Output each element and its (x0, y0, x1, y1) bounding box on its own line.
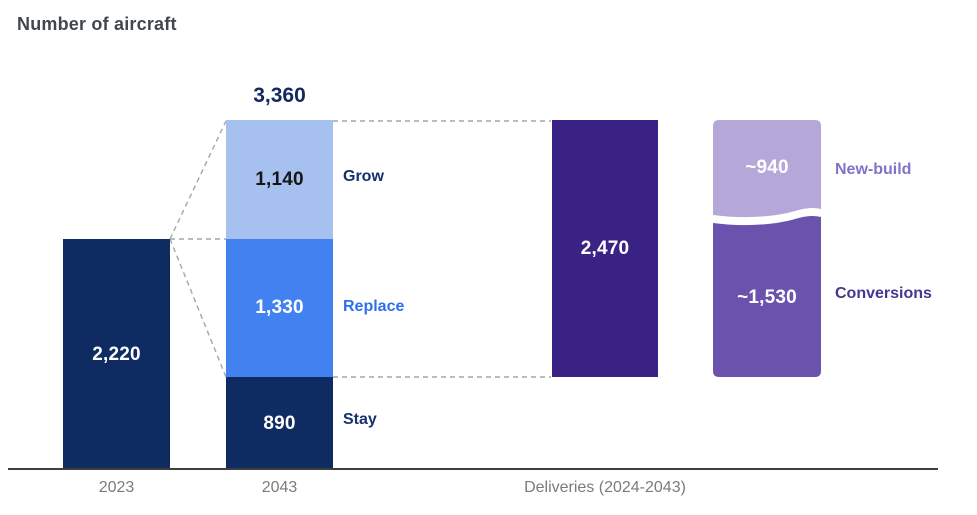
chart-title: Number of aircraft (17, 14, 177, 34)
fan-line-top (169, 120, 227, 240)
segment-label-conversions: Conversions (835, 285, 932, 302)
bar-fleet-2023-value: 2,220 (92, 343, 141, 365)
segment-conversions-value-wrap: ~1,530 (713, 220, 821, 375)
segment-new-build (713, 120, 821, 218)
segment-replace-value: 1,330 (255, 297, 304, 318)
segment-label-new-build: New-build (835, 161, 912, 178)
fleet-2043-total-label: 3,360 (253, 84, 306, 107)
segment-conversions-value: ~1,530 (737, 286, 797, 308)
segment-new-build-value: ~940 (745, 156, 789, 178)
bar-deliveries: 2,470 (552, 120, 658, 377)
x-axis-label-deliveries: Deliveries (2024-2043) (524, 479, 686, 496)
segment-conversions (713, 215, 821, 377)
bar-deliveries-split: ~940 ~1,530 (713, 120, 821, 377)
fan-line-bottom (169, 238, 227, 378)
segment-grow: 1,140 (226, 120, 333, 239)
x-axis-label-2023: 2023 (98, 479, 135, 496)
segment-stay-value: 890 (263, 412, 296, 434)
segment-stay: 890 (226, 377, 333, 470)
bar-fleet-2023: 2,220 (63, 239, 170, 470)
split-bar-shapes (713, 120, 821, 377)
x-axis-label-2043: 2043 (261, 479, 298, 496)
segment-new-build-value-wrap: ~940 (713, 120, 821, 215)
bar-deliveries-value: 2,470 (580, 237, 630, 259)
segment-grow-value: 1,140 (255, 168, 304, 190)
segment-label-replace: Replace (343, 298, 405, 315)
segment-label-stay: Stay (343, 411, 377, 428)
segment-label-grow: Grow (343, 168, 384, 185)
x-axis-line (8, 468, 938, 470)
segment-replace: 1,330 (226, 239, 333, 377)
